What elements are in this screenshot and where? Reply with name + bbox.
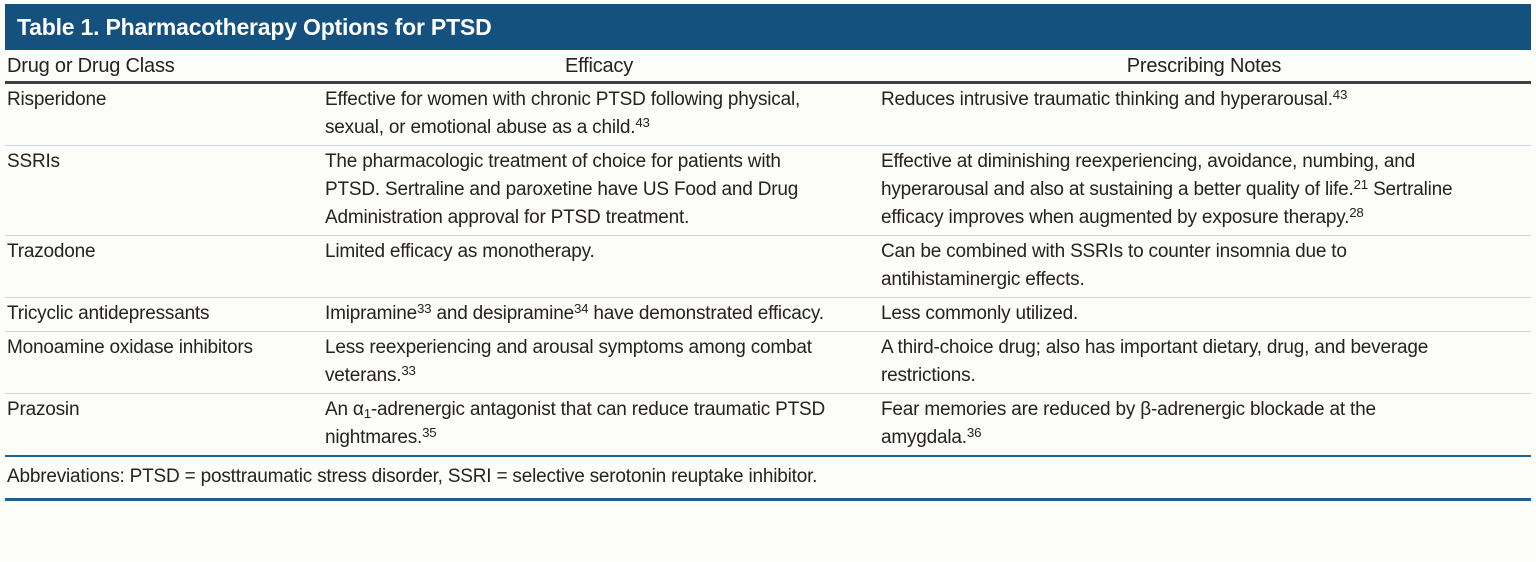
reference-superscript: 28 [1349, 205, 1364, 221]
prescribing-notes-cell: Effective at diminishing reexperiencing,… [877, 148, 1531, 232]
text-segment: Sertraline efficacy improves when augmen… [881, 179, 1453, 228]
column-header-efficacy: Efficacy [564, 55, 634, 77]
reference-superscript: 36 [966, 425, 982, 441]
abbreviations-footnote: Abbreviations: PTSD = posttraumatic stre… [5, 455, 1531, 501]
text-segment: Less reexperiencing and arousal symptoms… [325, 337, 812, 386]
efficacy-cell: Imipramine33 and desipramine34 have demo… [321, 300, 877, 328]
drug-name-cell: SSRIs [5, 148, 321, 232]
drug-name-cell: Risperidone [5, 86, 321, 142]
efficacy-cell: Effective for women with chronic PTSD fo… [321, 86, 877, 142]
text-segment: Limited efficacy as monotherapy. [325, 241, 595, 262]
prescribing-notes-cell: A third-choice drug; also has important … [877, 334, 1531, 390]
table-row: SSRIs The pharmacologic treatment of choi… [5, 146, 1531, 236]
table-title-bar: Table 1. Pharmacotherapy Options for PTS… [5, 4, 1531, 50]
efficacy-cell: An α1-adrenergic antagonist that can red… [321, 396, 877, 452]
column-header-drug: Drug or Drug Class [7, 55, 175, 77]
reference-superscript: 33 [401, 363, 416, 379]
text-segment: Imipramine [325, 303, 417, 324]
text-segment: The pharmacologic treatment of choice fo… [325, 151, 799, 228]
drug-name-cell: Monoamine oxidase inhibitors [5, 334, 321, 390]
text-segment: have demonstrated efficacy. [588, 303, 824, 324]
reference-superscript: 43 [635, 115, 650, 131]
text-segment: SSRIs [7, 151, 60, 172]
reference-superscript: 35 [422, 425, 437, 441]
prescribing-notes-cell: Can be combined with SSRIs to counter in… [877, 238, 1531, 294]
table-row: Monoamine oxidase inhibitors Less reexper… [5, 332, 1531, 394]
drug-name-cell: Trazodone [5, 238, 321, 294]
text-segment: Monoamine oxidase inhibitors [7, 337, 253, 358]
prescribing-notes-cell: Less commonly utilized. [877, 300, 1531, 328]
text-segment: Can be combined with SSRIs to counter in… [881, 241, 1347, 290]
text-segment: Effective at diminishing reexperiencing,… [881, 151, 1415, 200]
table-row: Prazosin An α1-adrenergic antagonist that… [5, 394, 1531, 455]
text-segment: -adrenergic antagonist that can reduce t… [325, 399, 825, 448]
table-row: Trazodone Limited efficacy as monotherapy… [5, 236, 1531, 298]
text-segment: An α [325, 399, 364, 420]
text-segment: Prazosin [7, 399, 80, 420]
table-body: Risperidone Effective for women with chro… [5, 84, 1531, 455]
efficacy-cell: Limited efficacy as monotherapy. [321, 238, 877, 294]
subscript: 1 [363, 406, 371, 422]
text-segment: Reduces intrusive traumatic thinking and… [881, 89, 1333, 110]
table-title: Table 1. Pharmacotherapy Options for PTS… [17, 14, 492, 40]
text-segment: A third-choice drug; also has important … [881, 337, 1429, 386]
text-segment: and desipramine [431, 303, 574, 324]
text-segment: Effective for women with chronic PTSD fo… [325, 89, 801, 138]
efficacy-cell: The pharmacologic treatment of choice fo… [321, 148, 877, 232]
table-row: Tricyclic antidepressants Imipramine33 an… [5, 298, 1531, 332]
prescribing-notes-cell: Reduces intrusive traumatic thinking and… [877, 86, 1531, 142]
reference-superscript: 21 [1353, 177, 1369, 193]
text-segment: Less commonly utilized. [881, 303, 1079, 324]
table-header-row: Drug or Drug Class Efficacy Prescribing … [5, 52, 1531, 84]
prescribing-notes-cell: Fear memories are reduced by β-adrenergi… [877, 396, 1531, 452]
reference-superscript: 43 [1332, 87, 1348, 103]
efficacy-cell: Less reexperiencing and arousal symptoms… [321, 334, 877, 390]
column-header-notes: Prescribing Notes [1126, 55, 1282, 77]
text-segment: Tricyclic antidepressants [7, 303, 210, 324]
pharmacotherapy-table: Table 1. Pharmacotherapy Options for PTS… [5, 4, 1531, 501]
text-segment: Fear memories are reduced by β-adrenergi… [881, 399, 1376, 448]
reference-superscript: 33 [416, 301, 432, 317]
reference-superscript: 34 [573, 301, 589, 317]
drug-name-cell: Prazosin [5, 396, 321, 452]
text-segment: Trazodone [7, 241, 96, 262]
drug-name-cell: Tricyclic antidepressants [5, 300, 321, 328]
table-row: Risperidone Effective for women with chro… [5, 84, 1531, 146]
text-segment: Risperidone [7, 89, 107, 110]
